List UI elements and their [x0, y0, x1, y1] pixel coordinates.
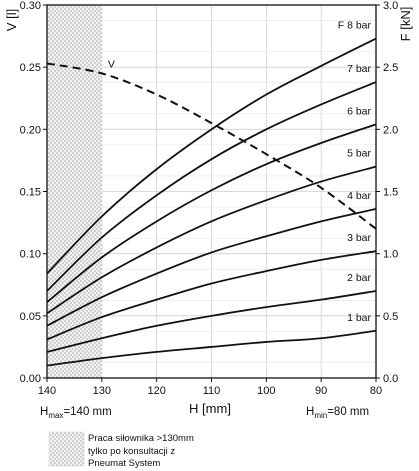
- series-label-2-bar: 2 bar: [347, 272, 371, 284]
- x-tick-label: 100: [257, 385, 275, 397]
- series-label-v: V: [108, 58, 115, 70]
- y-left-tick-label: 0.25: [20, 62, 41, 74]
- y-left-tick-label: 0.00: [20, 373, 41, 385]
- series-line-5-bar: [46, 165, 377, 315]
- tick-labels: 140 130 120 110 100 90 80 0.00 0.05 0.10 0.15 0.20 0…: [20, 0, 399, 397]
- h-min-base: H: [306, 406, 314, 418]
- y-right-tick-label: 1.5: [383, 187, 398, 199]
- series-line-7-bar: [46, 81, 377, 292]
- series-label-7-bar: 7 bar: [347, 63, 371, 75]
- y-left-tick-label: 0.30: [20, 0, 41, 12]
- series-line-v: [46, 62, 377, 230]
- h-max-text: =140 mm: [63, 406, 111, 418]
- series-label-5-bar: 5 bar: [347, 148, 371, 160]
- series-line-f-8-bar: [46, 37, 377, 275]
- series-label-3-bar: 3 bar: [347, 232, 371, 244]
- h-min-label: Hmin=80 mm: [306, 406, 369, 420]
- series-line-3-bar: [46, 250, 377, 341]
- y-left-tick-label: 0.05: [20, 311, 41, 323]
- x-tick-label: 130: [93, 385, 111, 397]
- h-max-sub: max: [48, 411, 63, 420]
- series-label-4-bar: 4 bar: [347, 190, 371, 202]
- y-left-tick-label: 0.15: [20, 187, 41, 199]
- series-line-2-bar: [46, 290, 377, 353]
- y-right-tick-label: 2.5: [383, 62, 398, 74]
- h-min-sub: min: [314, 411, 327, 420]
- y-right-tick-label: 2.0: [383, 124, 398, 136]
- series-label-1-bar: 1 bar: [347, 312, 371, 324]
- y-left-tick-label: 0.20: [20, 124, 41, 136]
- h-max-base: H: [40, 406, 48, 418]
- x-axis-title: H [mm]: [189, 401, 231, 416]
- y-right-tick-label: 1.0: [383, 249, 398, 261]
- legend-swatch: [48, 431, 85, 467]
- series-line-1-bar: [46, 329, 377, 367]
- series-lines: [46, 37, 377, 367]
- x-tick-label: 140: [38, 385, 56, 397]
- series-line-6-bar: [46, 123, 377, 303]
- x-tick-label: 120: [147, 385, 165, 397]
- series-labels: V F 8 bar 7 bar 6 bar 5 bar 4 bar 3 bar 2 bar 1 …: [108, 20, 372, 324]
- x-tick-label: 80: [370, 385, 382, 397]
- series-label-6-bar: 6 bar: [347, 105, 371, 117]
- y-right-tick-label: 3.0: [383, 0, 398, 12]
- y-right-axis-title: F [kN]: [398, 7, 413, 42]
- x-tick-label: 110: [203, 385, 221, 397]
- series-label-f-8-bar: F 8 bar: [338, 20, 372, 32]
- x-tick-label: 90: [315, 385, 327, 397]
- y-right-tick-label: 0.0: [383, 373, 398, 385]
- legend-note: Praca siłownika >130mm tylko po konsulta…: [88, 433, 194, 469]
- y-right-tick-label: 0.5: [383, 311, 398, 323]
- h-min-text: =80 mm: [327, 406, 369, 418]
- y-left-tick-label: 0.10: [20, 249, 41, 261]
- series-line-4-bar: [46, 208, 377, 327]
- y-left-axis-title: V [l]: [4, 9, 19, 31]
- h-max-label: Hmax=140 mm: [40, 406, 112, 420]
